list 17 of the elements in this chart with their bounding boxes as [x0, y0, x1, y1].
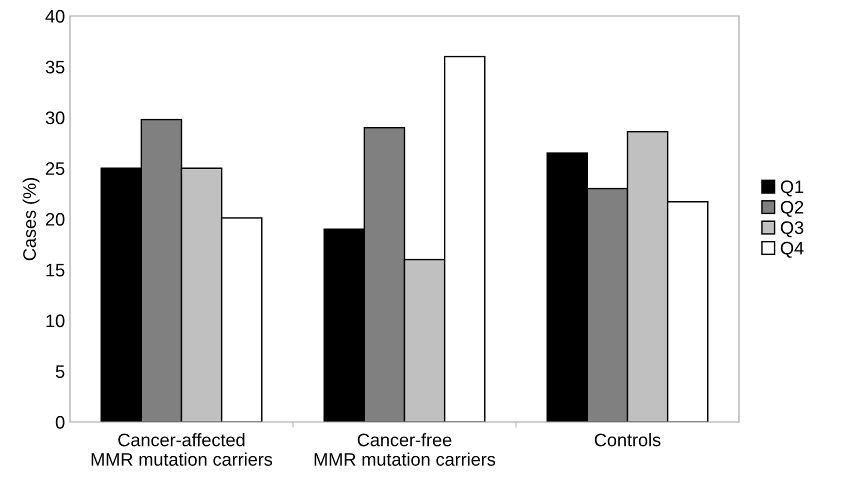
legend-label: Q3	[780, 221, 804, 238]
y-axis-title: Cases (%)	[22, 178, 40, 260]
y-tick-label: 40	[45, 10, 64, 23]
x-tick-label: Cancer-affected MMR mutation carriers	[92, 433, 272, 466]
legend-label: Q4	[780, 242, 804, 258]
legend-label: Q1	[780, 180, 804, 196]
x-tick-label: Controls	[594, 433, 660, 446]
legend-label: Q2	[780, 200, 804, 217]
y-tick-label: 25	[46, 162, 64, 175]
y-tick-label: 15	[46, 264, 64, 276]
y-tick-label: 30	[46, 111, 64, 124]
y-tick-label: 0	[56, 416, 64, 429]
y-tick-label: 10	[46, 314, 64, 328]
x-tick-label: Cancer-free MMR mutation carriers	[314, 433, 496, 466]
y-tick-label: 5	[56, 365, 64, 378]
y-tick-label: 35	[46, 60, 64, 74]
y-tick-label: 20	[46, 212, 64, 226]
